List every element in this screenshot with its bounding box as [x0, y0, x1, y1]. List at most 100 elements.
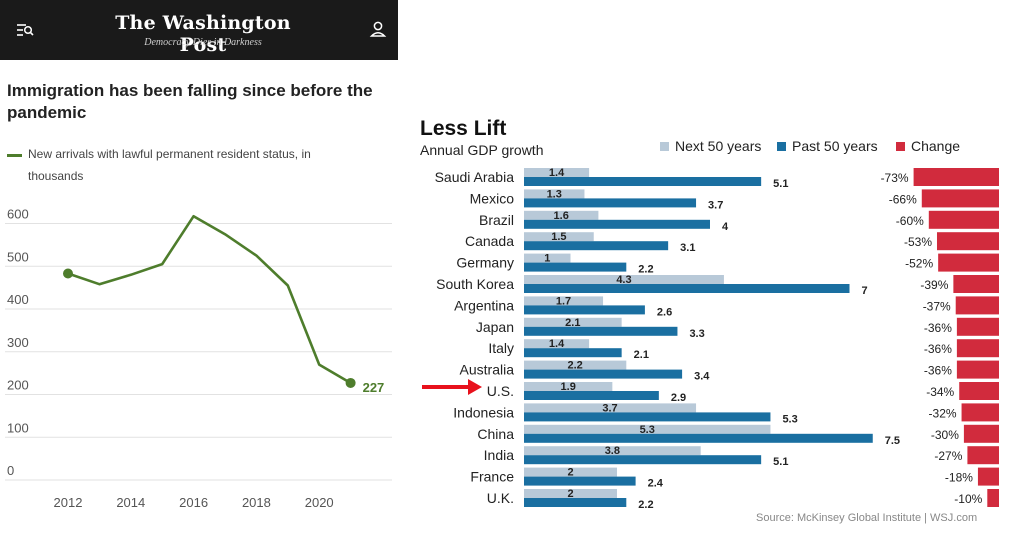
bar-next50 [524, 339, 590, 349]
bar-row: France 2 2.4 -18% [470, 467, 999, 490]
bar-past50 [524, 326, 678, 336]
bar-next50 [524, 317, 622, 327]
chart-subtitle: New arrivals with lawful permanent resid… [28, 147, 311, 183]
y-tick-label: 500 [7, 249, 29, 264]
x-tick-label: 2018 [242, 495, 271, 510]
bar-label-next50: 1.5 [551, 231, 566, 243]
bar-row: Germany 1 2.2 -52% [456, 253, 999, 276]
bar-past50 [524, 219, 710, 229]
category-label: U.K. [487, 490, 514, 506]
bar-next50 [524, 275, 724, 284]
bar-past50 [524, 391, 659, 400]
bar-row: Australia 2.2 3.4 -36% [460, 360, 999, 383]
user-icon[interactable] [368, 19, 388, 39]
chart-subtitle-right: Annual GDP growth [420, 142, 544, 158]
bar-next50 [524, 168, 590, 177]
bar-next50 [524, 446, 701, 456]
category-label: Japan [476, 319, 514, 335]
category-label: Brazil [479, 212, 514, 228]
bar-next50 [524, 360, 627, 370]
menu-search-icon[interactable] [15, 20, 35, 40]
bar-past50 [524, 433, 873, 443]
bar-next50 [524, 424, 771, 434]
bar-label-past50: 4 [722, 221, 729, 233]
bar-label-past50: 3.7 [708, 199, 723, 211]
bar-past50 [524, 284, 850, 293]
series-point [63, 268, 73, 279]
bar-label-change: -34% [926, 385, 954, 399]
bar-label-change: -66% [889, 192, 917, 206]
bar-label-change: -37% [923, 299, 951, 313]
legend-label-next50: Next 50 years [675, 138, 762, 154]
bar-label-past50: 5.1 [773, 456, 788, 468]
bar-past50 [524, 262, 627, 272]
bar-past50 [524, 348, 622, 358]
bar-past50 [524, 476, 636, 486]
immigration-line-chart: 0 100 200 300 400 500 600 2012 2014 2016 2018 2020… [5, 207, 392, 510]
legend-swatch-past50 [777, 142, 786, 151]
y-tick-labels: 0 100 200 300 400 500 600 [7, 207, 29, 479]
bar-label-change: -52% [905, 257, 933, 271]
bar-label-next50: 2 [567, 488, 573, 500]
bar-rows: Saudi Arabia 1.4 5.1 -73% Mexico 1.3 3.7 -66% Br… [435, 167, 999, 510]
legend-change: Change [896, 138, 960, 154]
bar-label-next50: 2 [567, 467, 573, 479]
bar-label-next50: 1.4 [549, 167, 565, 179]
category-label: Saudi Arabia [435, 169, 515, 185]
bar-label-change: -73% [881, 171, 909, 185]
category-label: Canada [465, 233, 514, 249]
bar-row: Brazil 1.6 4 -60% [479, 210, 999, 233]
legend-next50: Next 50 years [660, 138, 761, 154]
y-tick-label: 200 [7, 378, 29, 393]
bar-change [913, 168, 999, 186]
bar-past50 [524, 498, 627, 507]
x-tick-label: 2016 [179, 495, 208, 510]
bar-change [936, 232, 999, 251]
x-tick-label: 2020 [305, 495, 334, 510]
gdp-bar-chart: Saudi Arabia 1.4 5.1 -73% Mexico 1.3 3.7 -66% Br… [422, 167, 999, 510]
legend-label-past50: Past 50 years [792, 138, 878, 154]
bar-label-past50: 3.3 [689, 328, 704, 340]
category-label: Australia [460, 362, 515, 378]
bar-label-change: -27% [934, 449, 962, 463]
source-note: Source: McKinsey Global Institute | WSJ.… [756, 512, 978, 524]
legend-line-swatch [7, 154, 22, 157]
category-label: Indonesia [453, 404, 514, 420]
bar-label-next50: 4.3 [616, 274, 631, 286]
bar-label-next50: 1.4 [549, 338, 565, 350]
chart-title-right: Less Lift [420, 117, 507, 140]
bar-past50 [524, 177, 762, 186]
legend-label-change: Change [911, 138, 961, 154]
red-arrow-icon [422, 379, 482, 395]
series-point [345, 377, 356, 388]
bar-label-past50: 7 [862, 285, 868, 297]
category-label: Mexico [470, 190, 515, 206]
category-label: Germany [456, 255, 514, 271]
masthead-logo[interactable]: The Washington Post [115, 12, 291, 56]
x-tick-label: 2014 [116, 495, 145, 510]
bar-label-past50: 3.1 [680, 242, 695, 254]
bar-change [959, 382, 999, 400]
bar-next50 [524, 467, 617, 477]
bar-change [987, 489, 999, 507]
bar-label-change: -18% [945, 471, 973, 485]
bar-label-change: -36% [924, 321, 952, 335]
bar-change [977, 467, 999, 486]
bar-change [953, 275, 999, 293]
x-tick-label: 2012 [54, 495, 83, 510]
site-header: The Washington Post Democracy Dies in Da… [0, 0, 398, 60]
bar-next50 [524, 489, 617, 498]
bar-change [956, 339, 999, 358]
y-tick-label: 100 [7, 420, 29, 435]
bar-label-past50: 2.2 [638, 499, 653, 510]
bar-next50 [524, 232, 594, 242]
bar-next50 [524, 296, 604, 306]
y-tick-label: 300 [7, 335, 29, 350]
bar-label-change: -39% [920, 278, 948, 292]
bar-next50 [524, 253, 571, 263]
bar-label-next50: 1.7 [556, 295, 571, 307]
bar-past50 [524, 305, 645, 315]
series-points [63, 268, 356, 388]
bar-label-change: -32% [929, 406, 957, 420]
bar-change [955, 296, 999, 315]
